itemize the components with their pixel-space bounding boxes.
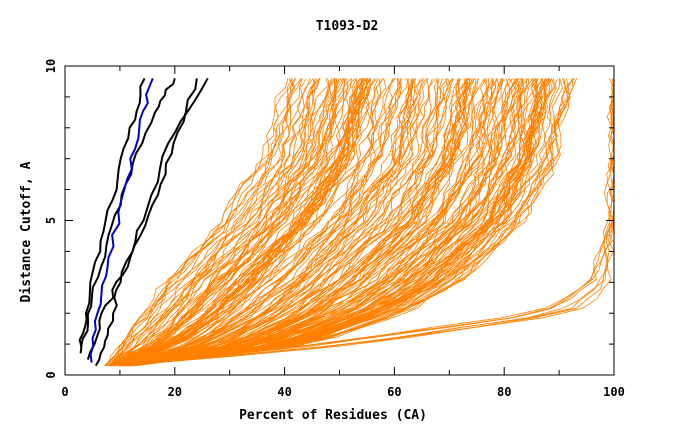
series-line-orange [113,78,337,367]
series-line-orange [123,78,440,367]
series-line-orange [105,78,311,366]
series-line-orange [110,78,340,367]
series-line-orange [122,78,493,367]
series-line-orange [124,78,537,367]
series-line-orange [117,78,415,367]
series-line-orange [120,78,489,367]
series-line-orange [116,78,352,367]
series-line-orange [110,78,344,367]
series-line-orange [120,78,384,367]
series-line-orange [125,78,487,367]
series-line-orange [120,78,421,367]
x-tick-label: 40 [277,385,291,399]
series-line-orange [124,78,438,367]
series-line-orange [123,78,425,367]
y-tick-label: 10 [44,59,58,73]
series-line-orange [123,78,549,367]
series-line-orange [131,78,537,367]
series-line-orange [121,78,396,367]
series-line-orange [123,78,453,367]
series-line-orange [120,78,485,367]
series-line-orange [118,78,375,367]
tick-layer: 0 20 40 60 80 100 0 5 10 [44,59,625,399]
series-line-orange [130,78,524,367]
series-line-orange [135,78,575,367]
series-line-orange [129,78,561,367]
series-line-orange [110,78,318,367]
series-line-orange [121,78,615,367]
series-line-orange [109,78,302,366]
series-line-orange [104,78,296,366]
series-line-orange [126,78,497,367]
series-line-orange [129,78,563,367]
series-line-black [78,77,146,354]
series-line-orange [124,78,494,367]
series-line-orange [125,78,460,367]
series-line-orange [116,78,365,367]
series-line-orange [133,78,574,367]
series-line-blue [89,78,154,363]
series-line-orange [108,78,338,367]
series-line-orange [124,78,500,367]
series-line-orange [110,78,314,366]
series-line-orange [119,78,454,367]
series-line-orange [126,78,525,367]
series-line-orange [107,78,335,367]
series-line-orange [121,78,424,367]
series-line-orange [126,78,461,367]
series-line-orange [114,78,337,367]
series-line-orange [112,78,296,366]
series-line-orange [125,78,503,367]
y-axis-label: Distance Cutoff, A [19,161,34,302]
series-line-orange [109,78,303,366]
series-line-orange [120,78,480,367]
series-line-orange [109,78,352,367]
x-tick-label: 60 [387,385,401,399]
series-layer [78,77,615,367]
series-line-orange [110,78,345,367]
series-line-orange [114,78,402,367]
series-line-black [86,78,198,360]
series-line-orange [118,78,402,367]
series-line-orange [118,78,431,367]
x-tick-label: 20 [168,385,182,399]
series-line-orange [132,78,544,367]
series-line-orange [112,78,316,367]
series-line-orange [127,78,575,367]
series-line-orange [111,78,320,366]
series-line-orange [111,78,384,367]
series-line-orange [123,78,414,367]
series-line-orange [124,78,504,367]
series-line-orange [121,78,460,367]
series-line-orange [118,78,475,367]
series-line-orange [107,78,302,367]
series-line-orange [123,78,539,367]
x-axis-label: Percent of Residues (CA) [239,408,427,423]
series-line-orange [106,78,615,367]
y-tick-label: 0 [44,371,58,378]
series-line-orange [127,78,469,367]
series-line-orange [111,78,368,367]
x-tick-label: 100 [603,385,625,399]
chart-title: T1093-D2 [316,19,379,34]
series-line-orange [110,78,379,367]
series-line-orange [131,78,525,367]
series-line-orange [119,78,368,367]
series-line-orange [119,78,370,367]
x-tick-label: 0 [61,385,68,399]
series-line-orange [125,78,559,367]
y-tick-label: 5 [44,217,58,224]
series-line-orange [127,78,502,367]
x-tick-label: 80 [497,385,511,399]
